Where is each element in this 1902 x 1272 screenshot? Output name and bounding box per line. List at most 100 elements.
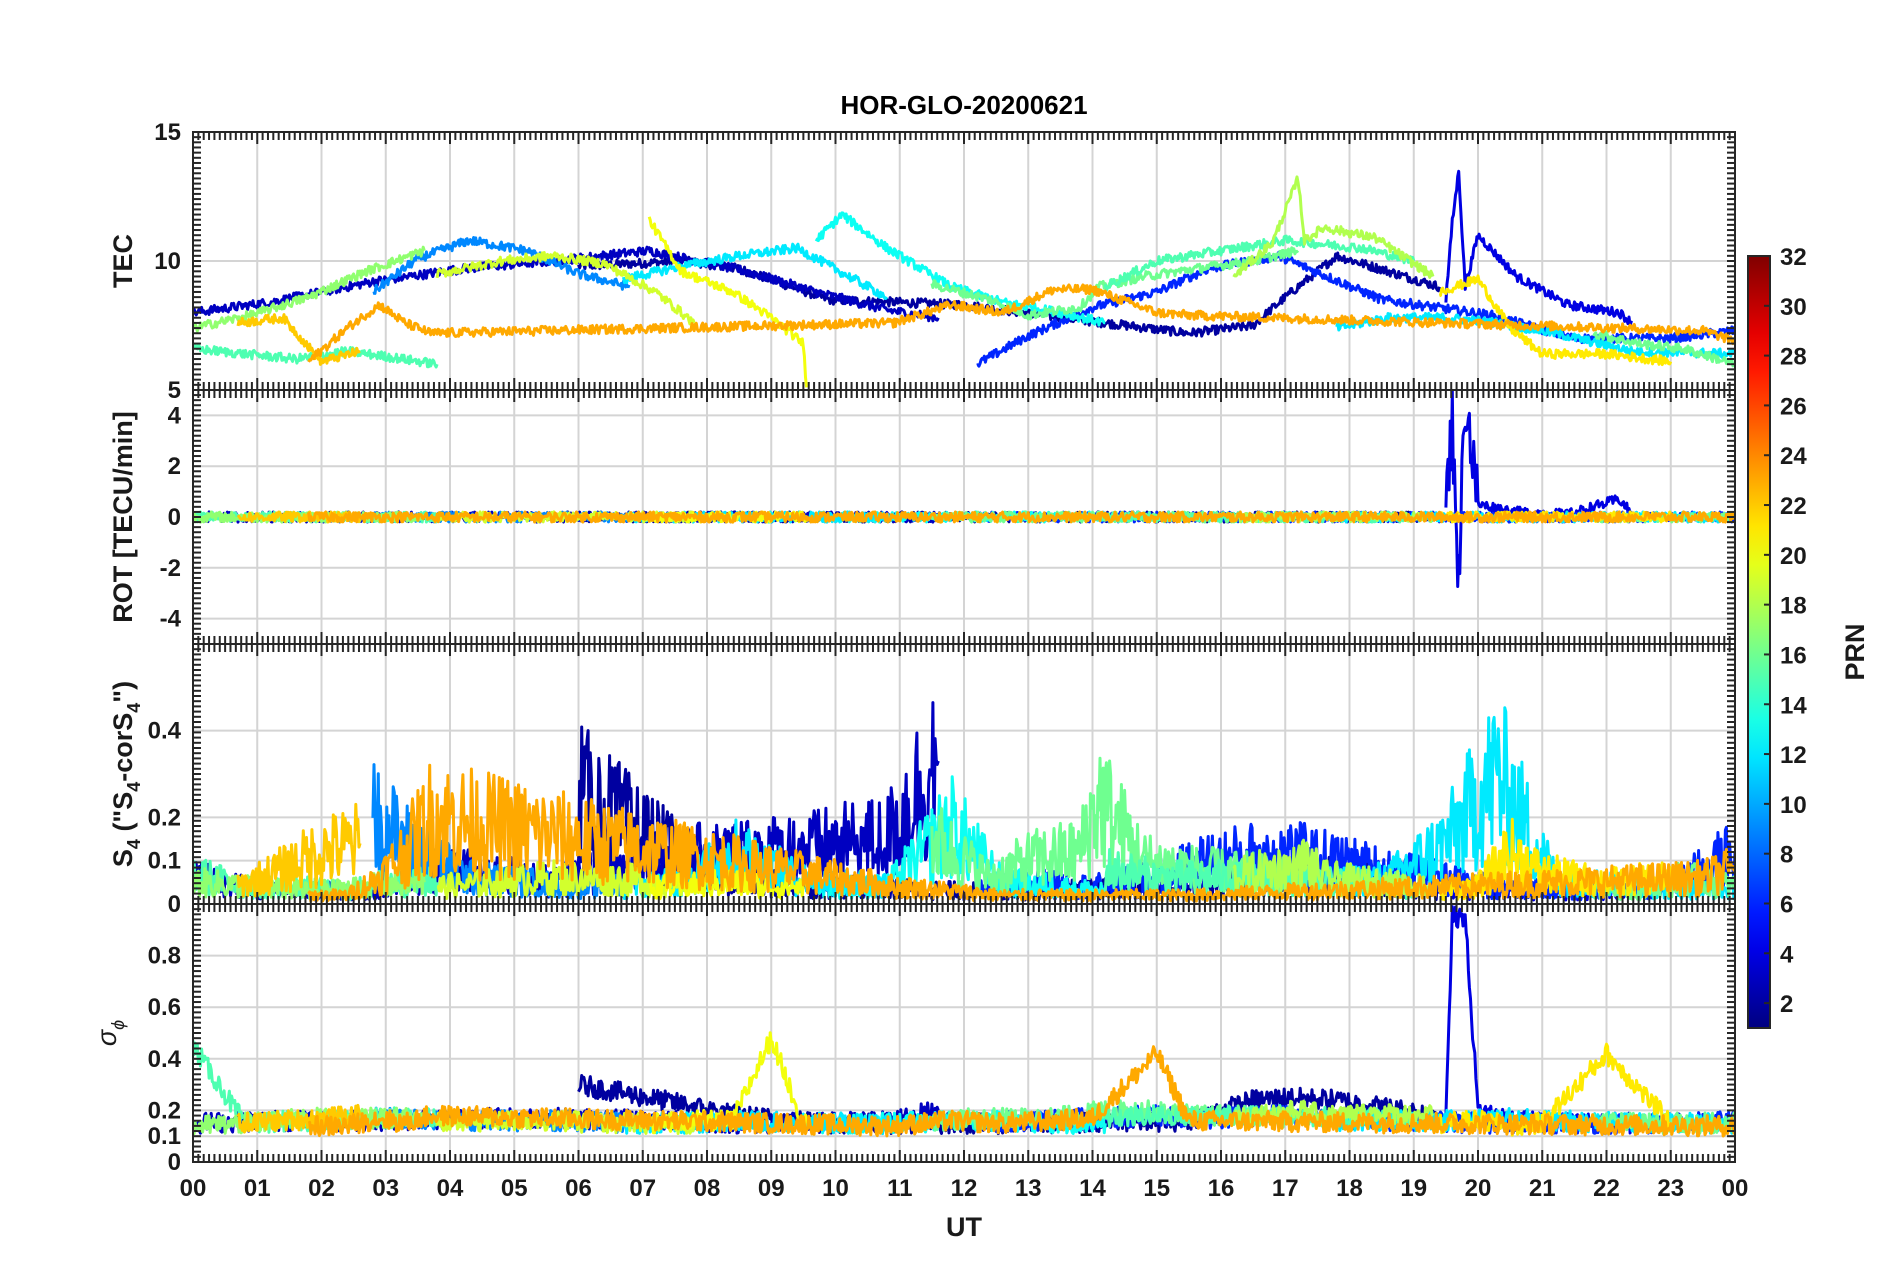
series-line-prn-9 bbox=[372, 236, 631, 295]
y-tick-label: 0.8 bbox=[148, 943, 181, 970]
y-axis-label-text: ("S bbox=[108, 792, 138, 839]
x-tick-label: 01 bbox=[244, 1175, 271, 1202]
series-line-prn-22 bbox=[236, 313, 361, 366]
series-line-prn-21 bbox=[1437, 1042, 1672, 1137]
y-tick-label: 0.4 bbox=[148, 1046, 182, 1073]
x-tick-label: 17 bbox=[1272, 1175, 1299, 1202]
series-line-prn-23 bbox=[307, 283, 1735, 363]
colorbar-gradient bbox=[1748, 256, 1770, 1028]
x-tick-label: 21 bbox=[1529, 1175, 1556, 1202]
series-group bbox=[193, 905, 1735, 1138]
series-line-prn-4 bbox=[1444, 169, 1634, 327]
colorbar-tick-label: 26 bbox=[1780, 393, 1807, 420]
y-axis-label-text: -corS bbox=[108, 713, 138, 782]
panel-2: -4 -2 0 2 4 ROT [TECU/min] bbox=[108, 389, 1736, 645]
panel-4: 00.10.2 0.4 0.6 0.8 σϕ bbox=[92, 903, 1736, 1176]
colorbar-frame bbox=[1747, 255, 1771, 1029]
x-tick-label: 22 bbox=[1593, 1175, 1620, 1202]
x-tick-label: 04 bbox=[437, 1175, 464, 1202]
y-tick-label: 0 bbox=[168, 891, 181, 918]
x-tick-label: 03 bbox=[372, 1175, 399, 1202]
x-tick-label: 07 bbox=[629, 1175, 656, 1202]
series-line-prn-17 bbox=[193, 245, 426, 333]
x-tick-label: 10 bbox=[822, 1175, 849, 1202]
colorbar-tick-label: 22 bbox=[1780, 493, 1807, 520]
series-line-prn-16 bbox=[1592, 330, 1735, 368]
series-line-prn-21 bbox=[1438, 274, 1673, 367]
y-axis-label: S4 ("S4-corS4") bbox=[108, 681, 144, 867]
series-line-prn-22 bbox=[236, 510, 362, 524]
colorbar-tick-label: 6 bbox=[1780, 891, 1793, 918]
y-tick-label: 0.6 bbox=[148, 994, 181, 1021]
colorbar-tick-label: 16 bbox=[1780, 642, 1807, 669]
x-tick-label: 13 bbox=[1015, 1175, 1042, 1202]
x-tick-labels: 00 01 02 03 04 05 06 07 08 09 10 11 12 13 14 15 16 17 18 19… bbox=[180, 1175, 1749, 1202]
series-line-prn-23 bbox=[307, 510, 1735, 524]
x-tick-label: 15 bbox=[1143, 1175, 1170, 1202]
y-axis-label-subscript: 4 bbox=[124, 839, 144, 849]
y-tick-label: 0.1 bbox=[148, 848, 181, 875]
colorbar-tick-label: 32 bbox=[1780, 244, 1807, 271]
y-tick-label: 2 bbox=[168, 453, 181, 480]
x-tick-label: 20 bbox=[1465, 1175, 1492, 1202]
series-line-prn-23 bbox=[307, 763, 1735, 903]
y-tick-label: 0.2 bbox=[148, 804, 181, 831]
y-tick-label: 0.4 bbox=[148, 718, 182, 745]
x-tick-label: 09 bbox=[758, 1175, 785, 1202]
tick-marks bbox=[192, 131, 1736, 391]
series-line-prn-23 bbox=[307, 1045, 1735, 1138]
chart-title: HOR-GLO-20200621 bbox=[840, 90, 1087, 120]
x-tick-label: 11 bbox=[887, 1175, 912, 1202]
y-tick-label: -2 bbox=[160, 555, 181, 582]
y-tick-label: 0.1 bbox=[148, 1123, 181, 1150]
series-line-prn-22 bbox=[236, 1103, 362, 1134]
x-tick-label: 18 bbox=[1336, 1175, 1363, 1202]
colorbar-tick-label: 20 bbox=[1780, 543, 1807, 570]
x-tick-label: 05 bbox=[501, 1175, 528, 1202]
series-line-prn-22 bbox=[236, 802, 362, 898]
y-tick-label: 0.2 bbox=[148, 1097, 181, 1124]
series-line-prn-12 bbox=[622, 242, 889, 300]
x-tick-label: 00 bbox=[1722, 1175, 1749, 1202]
panel-3: 00.10.20.4S4 ("S4-corS4") bbox=[108, 643, 1736, 918]
y-axis-label-text: ") bbox=[108, 681, 138, 703]
series-line-prn-15 bbox=[1103, 234, 1416, 292]
colorbar-tick-label: 24 bbox=[1780, 443, 1807, 470]
colorbar-tick-label: 18 bbox=[1780, 593, 1807, 620]
y-axis-label-subscript: 4 bbox=[124, 703, 144, 713]
panel-1: 5 10 15 TEC bbox=[108, 119, 1736, 404]
y-tick-label: 0 bbox=[168, 504, 181, 531]
x-tick-label: 16 bbox=[1208, 1175, 1235, 1202]
colorbar-tick-label: 30 bbox=[1780, 294, 1807, 321]
series-line-prn-19 bbox=[435, 251, 696, 326]
x-tick-label: 02 bbox=[308, 1175, 335, 1202]
x-axis-label: UT bbox=[946, 1212, 982, 1242]
colorbar-tick-label: 10 bbox=[1780, 792, 1807, 819]
y-tick-label: 10 bbox=[154, 248, 181, 275]
tick-marks bbox=[192, 643, 1736, 905]
series-line-prn-18 bbox=[1232, 175, 1435, 279]
colorbar-tick-label: 28 bbox=[1780, 344, 1807, 371]
y-axis-label: σϕ bbox=[92, 1020, 128, 1046]
x-tick-label: 12 bbox=[951, 1175, 978, 1202]
colorbar-tick-label: 12 bbox=[1780, 742, 1807, 769]
tick-marks bbox=[192, 389, 1736, 645]
y-tick-label: 5 bbox=[168, 377, 181, 404]
series-group bbox=[193, 390, 1735, 588]
y-axis-label-text: S bbox=[108, 849, 138, 867]
y-axis-label: ROT [TECU/min] bbox=[108, 411, 138, 622]
y-tick-label: -4 bbox=[160, 606, 182, 633]
colorbar-tick-label: 8 bbox=[1780, 842, 1793, 869]
colorbar-tick-label: 4 bbox=[1780, 941, 1794, 968]
y-tick-label: 4 bbox=[168, 402, 182, 429]
series-group bbox=[193, 169, 1735, 388]
tick-marks bbox=[192, 903, 1736, 1163]
colorbar-tick-label: 2 bbox=[1780, 991, 1793, 1018]
series-group bbox=[193, 701, 1735, 903]
y-axis-label-subscript: 4 bbox=[124, 782, 144, 792]
x-tick-label: 23 bbox=[1657, 1175, 1684, 1202]
y-axis-label: TEC bbox=[108, 234, 138, 288]
